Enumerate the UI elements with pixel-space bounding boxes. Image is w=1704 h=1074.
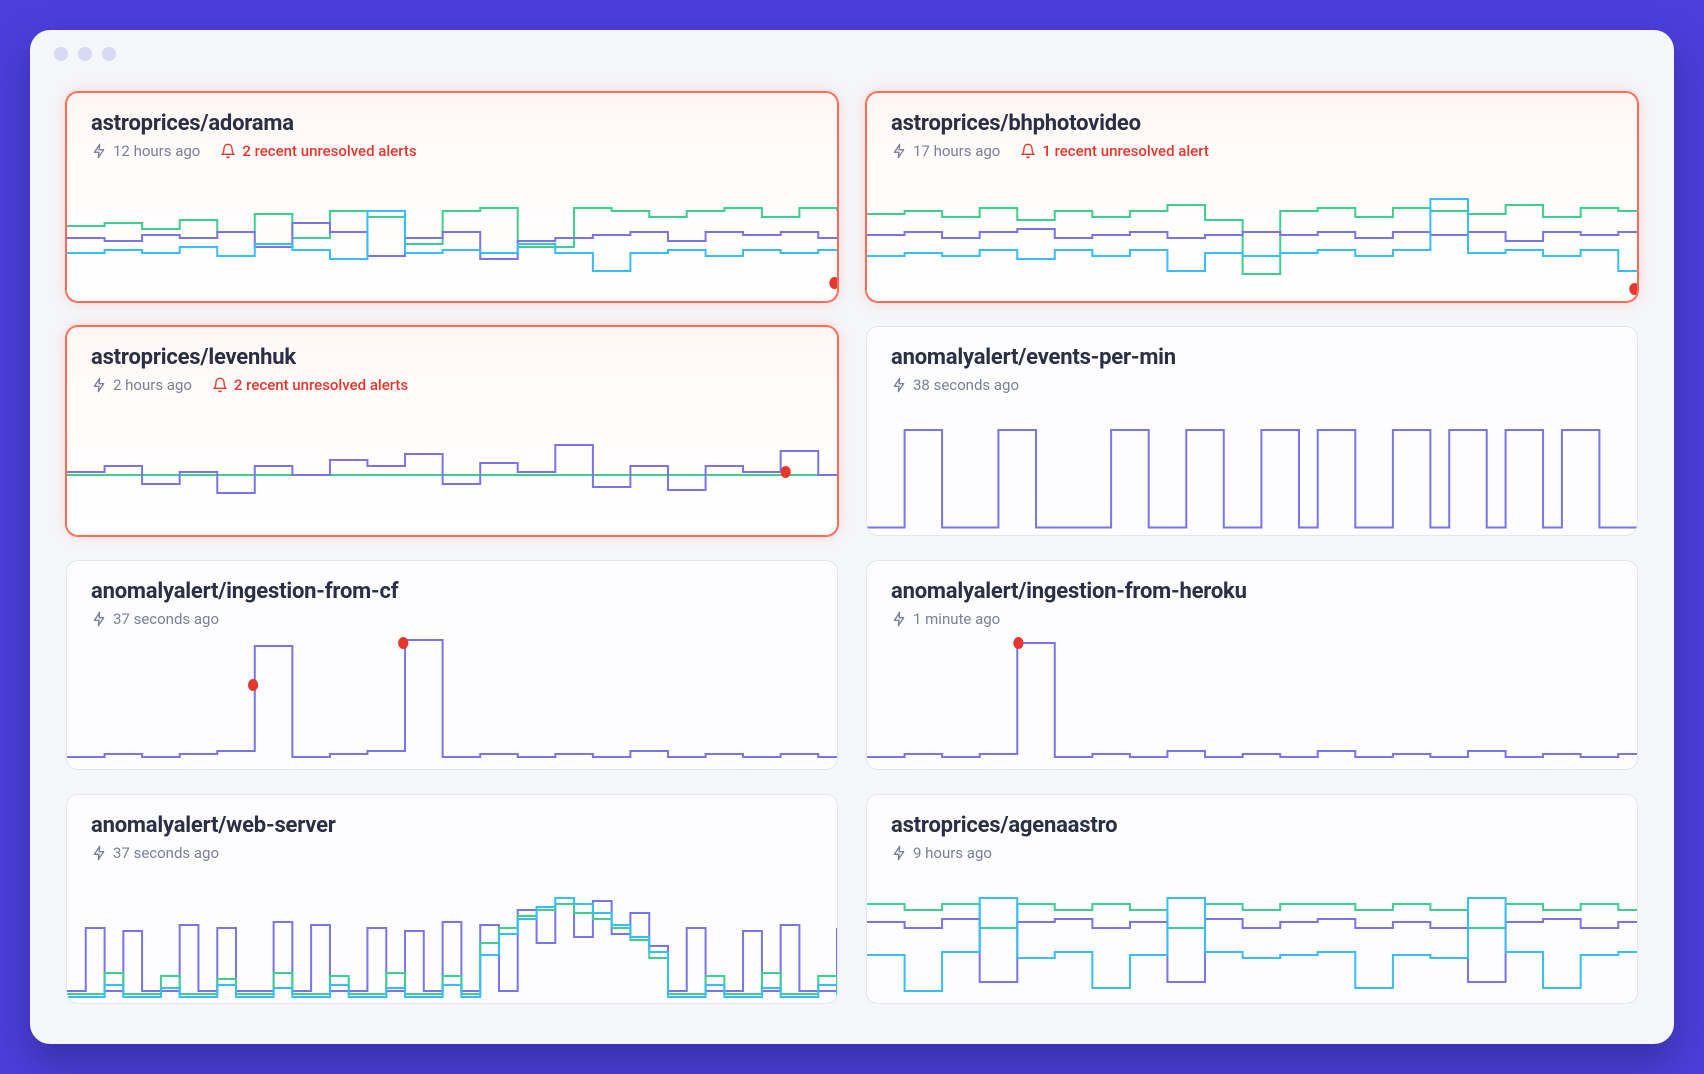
bell-icon — [220, 143, 236, 159]
card-header: anomalyalert/events-per-min 38 seconds ag… — [867, 345, 1637, 400]
monitor-meta: 12 hours ago 2 recent unresolved alerts — [91, 142, 813, 160]
sparkline-chart — [67, 868, 837, 1003]
app-window: astroprices/adorama 12 hours ago 2 recent … — [30, 30, 1674, 1044]
card-header: anomalyalert/ingestion-from-heroku 1 minu… — [867, 579, 1637, 634]
window-control-dot[interactable] — [78, 47, 92, 61]
monitor-card-agenaastro[interactable]: astroprices/agenaastro 9 hours ago — [866, 794, 1638, 1004]
sparkline-chart — [867, 400, 1637, 535]
alert-badge[interactable]: 2 recent unresolved alerts — [220, 142, 416, 160]
monitor-title: astroprices/agenaastro — [891, 813, 1613, 838]
monitor-card-events-per-min[interactable]: anomalyalert/events-per-min 38 seconds ag… — [866, 326, 1638, 536]
monitor-meta: 38 seconds ago — [891, 376, 1613, 394]
monitor-card-ingestion-heroku[interactable]: anomalyalert/ingestion-from-heroku 1 minu… — [866, 560, 1638, 770]
bolt-icon — [91, 143, 107, 159]
last-run-time: 12 hours ago — [91, 142, 200, 160]
monitor-title: anomalyalert/ingestion-from-heroku — [891, 579, 1613, 604]
bolt-icon — [891, 143, 907, 159]
window-control-dot[interactable] — [54, 47, 68, 61]
monitor-card-adorama[interactable]: astroprices/adorama 12 hours ago 2 recent … — [66, 92, 838, 302]
monitor-title: anomalyalert/web-server — [91, 813, 813, 838]
last-run-time: 17 hours ago — [891, 142, 1000, 160]
bolt-icon — [91, 845, 107, 861]
alert-badge[interactable]: 1 recent unresolved alert — [1020, 142, 1209, 160]
sparkline-chart — [867, 868, 1637, 1003]
bolt-icon — [91, 377, 107, 393]
sparkline-chart — [67, 634, 837, 769]
monitor-card-bhphotovideo[interactable]: astroprices/bhphotovideo 17 hours ago 1 re… — [866, 92, 1638, 302]
last-run-time: 37 seconds ago — [91, 610, 219, 628]
card-header: astroprices/adorama 12 hours ago 2 recent … — [67, 111, 837, 166]
monitor-meta: 1 minute ago — [891, 610, 1613, 628]
monitor-meta: 37 seconds ago — [91, 610, 813, 628]
last-run-time: 1 minute ago — [891, 610, 1000, 628]
monitor-meta: 37 seconds ago — [91, 844, 813, 862]
last-run-time: 38 seconds ago — [891, 376, 1019, 394]
bolt-icon — [891, 377, 907, 393]
card-header: anomalyalert/ingestion-from-cf 37 seconds… — [67, 579, 837, 634]
window-control-dot[interactable] — [102, 47, 116, 61]
monitor-card-ingestion-cf[interactable]: anomalyalert/ingestion-from-cf 37 seconds… — [66, 560, 838, 770]
bell-icon — [1020, 143, 1036, 159]
alert-badge[interactable]: 2 recent unresolved alerts — [212, 376, 408, 394]
monitor-title: astroprices/bhphotovideo — [891, 111, 1613, 136]
monitor-title: astroprices/levenhuk — [91, 345, 813, 370]
bell-icon — [212, 377, 228, 393]
card-header: anomalyalert/web-server 37 seconds ago — [67, 813, 837, 868]
monitor-card-web-server[interactable]: anomalyalert/web-server 37 seconds ago — [66, 794, 838, 1004]
monitor-meta: 17 hours ago 1 recent unresolved alert — [891, 142, 1613, 160]
sparkline-chart — [67, 166, 837, 301]
monitor-title: astroprices/adorama — [91, 111, 813, 136]
sparkline-chart — [867, 166, 1637, 301]
bolt-icon — [891, 845, 907, 861]
bolt-icon — [91, 611, 107, 627]
card-header: astroprices/agenaastro 9 hours ago — [867, 813, 1637, 868]
last-run-time: 2 hours ago — [91, 376, 192, 394]
last-run-time: 9 hours ago — [891, 844, 992, 862]
titlebar — [30, 30, 1674, 78]
card-header: astroprices/levenhuk 2 hours ago 2 recent … — [67, 345, 837, 400]
monitor-title: anomalyalert/events-per-min — [891, 345, 1613, 370]
card-header: astroprices/bhphotovideo 17 hours ago 1 re… — [867, 111, 1637, 166]
sparkline-chart — [67, 400, 837, 535]
bolt-icon — [891, 611, 907, 627]
monitor-title: anomalyalert/ingestion-from-cf — [91, 579, 813, 604]
monitor-card-levenhuk[interactable]: astroprices/levenhuk 2 hours ago 2 recent … — [66, 326, 838, 536]
last-run-time: 37 seconds ago — [91, 844, 219, 862]
monitor-meta: 2 hours ago 2 recent unresolved alerts — [91, 376, 813, 394]
monitor-meta: 9 hours ago — [891, 844, 1613, 862]
dashboard-grid: astroprices/adorama 12 hours ago 2 recent … — [30, 78, 1674, 1044]
sparkline-chart — [867, 634, 1637, 769]
